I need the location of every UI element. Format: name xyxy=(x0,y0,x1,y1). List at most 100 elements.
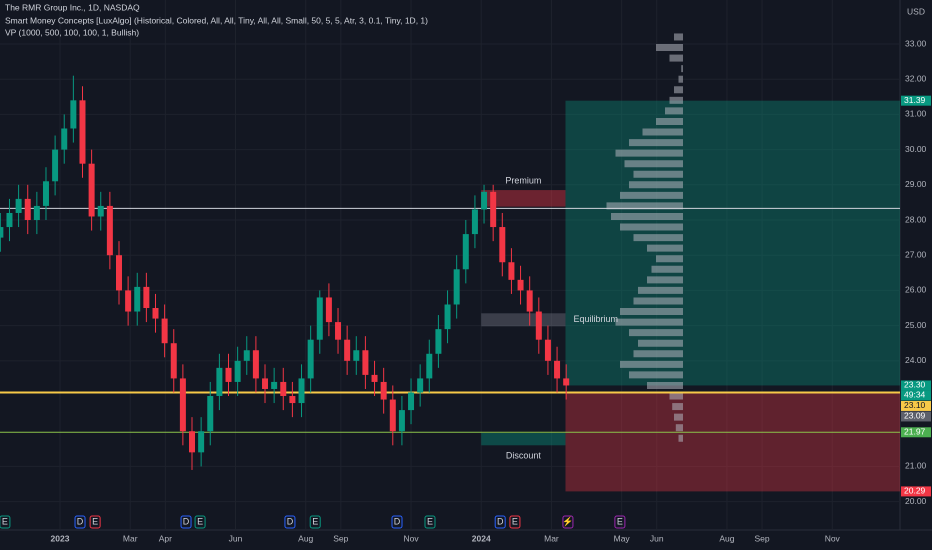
countdown-bg xyxy=(901,390,931,401)
candle-body xyxy=(115,255,122,291)
event-marker[interactable] xyxy=(424,515,436,529)
candle-body xyxy=(471,209,478,235)
candle-body xyxy=(307,339,314,379)
candle-body xyxy=(125,290,132,312)
y-tick-label: 30.00 xyxy=(905,144,927,154)
price-tag-label: 21.97 xyxy=(904,427,926,437)
event-marker[interactable] xyxy=(89,515,101,529)
candle-body xyxy=(544,339,551,361)
candle-body xyxy=(517,279,524,291)
candle-body xyxy=(444,304,451,330)
candle-body xyxy=(435,329,442,354)
x-tick-label: Nov xyxy=(825,533,841,543)
candle-body xyxy=(15,198,22,213)
candle-body xyxy=(234,360,241,382)
event-label: E xyxy=(312,516,318,526)
candle-body xyxy=(398,410,405,432)
event-marker[interactable] xyxy=(391,515,403,529)
candle-body xyxy=(61,128,68,150)
candle-body xyxy=(408,392,415,411)
event-label: E xyxy=(427,516,433,526)
price-tag-label: 23.30 xyxy=(904,380,926,390)
price-tag-label: 23.09 xyxy=(904,411,926,421)
x-tick-label: Mar xyxy=(123,533,138,543)
event-label: D xyxy=(394,516,401,526)
y-tick-label: 25.00 xyxy=(905,320,927,330)
candle-body xyxy=(6,212,13,228)
candle-body xyxy=(426,353,433,379)
candle-body xyxy=(371,374,378,382)
event-label: E xyxy=(2,516,8,526)
price-tag-label: 20.29 xyxy=(904,486,926,496)
event-marker[interactable] xyxy=(74,515,86,529)
x-tick-label: Aug xyxy=(719,533,734,543)
candle-body xyxy=(271,381,278,389)
event-marker[interactable] xyxy=(509,515,521,529)
candle-body xyxy=(152,308,159,319)
indicator-legend: Smart Money Concepts [LuxAlgo] (Historic… xyxy=(5,15,428,25)
event-marker[interactable] xyxy=(562,515,574,529)
x-tick-label: Jun xyxy=(650,533,664,543)
candle-body xyxy=(0,227,4,238)
event-marker[interactable] xyxy=(494,515,506,529)
candle-body xyxy=(298,378,305,404)
y-tick-label: 33.00 xyxy=(905,38,927,48)
zone-label: Premium xyxy=(505,175,541,185)
candle-body xyxy=(243,350,250,361)
event-marker[interactable] xyxy=(180,515,192,529)
candle-body xyxy=(335,322,342,340)
price-tag xyxy=(901,400,931,411)
event-marker[interactable] xyxy=(284,515,296,529)
y-tick-label: 31.00 xyxy=(905,109,927,119)
candle-body xyxy=(508,262,515,280)
zone-label: Equilibrium xyxy=(573,314,618,324)
candle-body xyxy=(161,318,168,344)
price-tag-label: 31.39 xyxy=(904,95,926,105)
x-tick-label: 2024 xyxy=(472,533,491,543)
candle-body xyxy=(280,381,287,397)
candle-body xyxy=(79,100,86,164)
x-tick-label: Sep xyxy=(333,533,348,543)
candle-body xyxy=(134,286,141,312)
candle-body xyxy=(225,367,232,382)
y-tick-label: 20.00 xyxy=(905,496,927,506)
candle-body xyxy=(453,269,460,305)
smc-zone xyxy=(481,432,566,446)
event-label: D xyxy=(77,516,84,526)
x-tick-label: Sep xyxy=(754,533,769,543)
candle-body xyxy=(380,381,387,400)
candle-body xyxy=(33,205,40,221)
event-label: D xyxy=(183,516,190,526)
price-tag xyxy=(901,411,931,422)
candle-body xyxy=(198,431,205,453)
candle-body xyxy=(97,205,104,217)
candle-body xyxy=(344,339,351,361)
zone-label: Discount xyxy=(506,451,542,461)
chart-title: The RMR Group Inc., 1D, NASDAQ xyxy=(5,2,140,12)
smc-zone xyxy=(481,313,566,327)
event-label: D xyxy=(497,516,504,526)
smc-zone xyxy=(481,190,566,207)
candle-body xyxy=(143,286,150,309)
currency[interactable]: USD xyxy=(907,6,925,16)
x-tick-label: Jun xyxy=(229,533,243,543)
candle-body xyxy=(170,343,177,379)
event-label: ⚡ xyxy=(562,515,573,527)
price-tag xyxy=(901,95,931,106)
event-marker[interactable] xyxy=(0,515,11,529)
event-marker[interactable] xyxy=(614,515,626,529)
candle-body xyxy=(325,297,332,323)
candle-body xyxy=(490,191,497,228)
candle-body xyxy=(42,181,49,206)
price-tag xyxy=(901,486,931,497)
event-label: D xyxy=(287,516,294,526)
candle-body xyxy=(462,234,469,270)
event-marker[interactable] xyxy=(194,515,206,529)
candle-body xyxy=(179,378,186,432)
indicator-legend: VP (1000, 500, 100, 100, 1, Bullish) xyxy=(5,27,139,37)
y-tick-label: 26.00 xyxy=(905,285,927,295)
price-tag xyxy=(901,427,931,438)
event-marker[interactable] xyxy=(309,515,321,529)
candle-body xyxy=(362,350,369,375)
